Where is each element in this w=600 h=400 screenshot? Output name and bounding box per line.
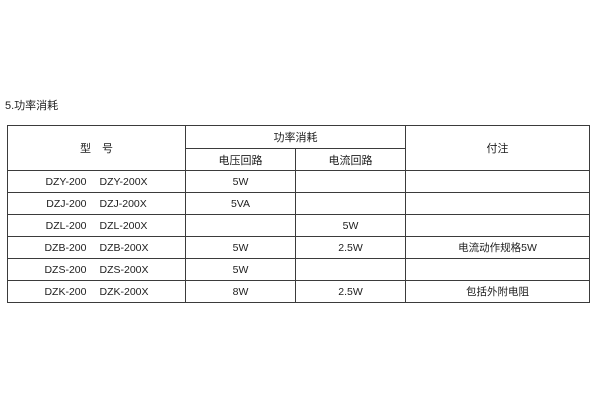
table-row: DZY-200 DZY-200X 5W: [7, 170, 590, 193]
model-name: DZB-200: [44, 241, 87, 254]
model-cell: DZJ-200 DZJ-200X: [7, 192, 186, 215]
header-model: 型 号: [7, 125, 186, 171]
header-notes: 付注: [405, 125, 590, 171]
note-cell: [405, 192, 590, 215]
note-cell: [405, 170, 590, 193]
power-consumption-table: 型 号 功率消耗 付注 电压回路 电流回路 DZY-200 DZY-200X 5…: [7, 125, 590, 303]
table-row: DZB-200 DZB-200X 5W 2.5W 电流动作规格5W: [7, 236, 590, 259]
model-name: DZL-200: [45, 219, 87, 232]
table-row: DZJ-200 DZJ-200X 5VA: [7, 192, 590, 215]
model-variant-name: DZY-200X: [99, 175, 148, 188]
model-variant-name: DZB-200X: [99, 241, 149, 254]
model-variant-name: DZL-200X: [99, 219, 148, 232]
model-name: DZS-200: [44, 263, 87, 276]
table-row: DZK-200 DZK-200X 8W 2.5W 包括外附电阻: [7, 280, 590, 303]
voltage-value-cell: 5W: [185, 236, 296, 259]
model-name: DZK-200: [44, 285, 87, 298]
table-row: DZL-200 DZL-200X 5W: [7, 214, 590, 237]
model-variant-name: DZK-200X: [99, 285, 149, 298]
model-cell: DZY-200 DZY-200X: [7, 170, 186, 193]
voltage-value-cell: 5W: [185, 258, 296, 281]
header-voltage-circuit: 电压回路: [185, 148, 296, 171]
voltage-value-cell: [185, 214, 296, 237]
current-value-cell: [295, 192, 406, 215]
model-cell: DZL-200 DZL-200X: [7, 214, 186, 237]
header-row-top: 型 号 功率消耗 付注: [7, 125, 590, 171]
voltage-value-cell: 5VA: [185, 192, 296, 215]
table-row: DZS-200 DZS-200X 5W: [7, 258, 590, 281]
model-name: DZJ-200: [46, 197, 87, 210]
current-value-cell: [295, 170, 406, 193]
voltage-value-cell: 8W: [185, 280, 296, 303]
header-current-circuit: 电流回路: [295, 148, 406, 171]
current-value-cell: [295, 258, 406, 281]
section-title: 5.功率消耗: [5, 100, 59, 112]
current-value-cell: 2.5W: [295, 236, 406, 259]
header-power-consumption: 功率消耗: [185, 125, 406, 149]
model-variant-name: DZJ-200X: [99, 197, 147, 210]
model-cell: DZS-200 DZS-200X: [7, 258, 186, 281]
model-cell: DZK-200 DZK-200X: [7, 280, 186, 303]
note-cell: 包括外附电阻: [405, 280, 590, 303]
note-cell: [405, 214, 590, 237]
model-name: DZY-200: [45, 175, 87, 188]
note-cell: 电流动作规格5W: [405, 236, 590, 259]
voltage-value-cell: 5W: [185, 170, 296, 193]
note-cell: [405, 258, 590, 281]
current-value-cell: 2.5W: [295, 280, 406, 303]
current-value-cell: 5W: [295, 214, 406, 237]
model-cell: DZB-200 DZB-200X: [7, 236, 186, 259]
model-variant-name: DZS-200X: [99, 263, 149, 276]
